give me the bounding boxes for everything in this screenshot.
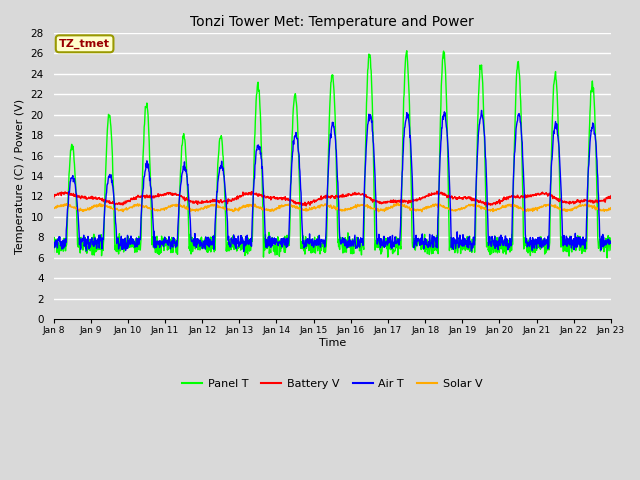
Battery V <box>160 192 168 198</box>
Line: Solar V: Solar V <box>54 203 611 212</box>
Panel T <box>492 248 500 254</box>
Panel T <box>173 252 181 257</box>
Solar V <box>236 205 244 211</box>
Solar V <box>394 200 402 206</box>
Solar V <box>160 206 168 212</box>
Solar V <box>607 205 615 211</box>
X-axis label: Time: Time <box>319 338 346 348</box>
Panel T <box>160 248 168 253</box>
Panel T <box>541 247 549 252</box>
Line: Panel T: Panel T <box>54 51 611 258</box>
Battery V <box>419 194 426 200</box>
Panel T <box>419 246 427 252</box>
Battery V <box>236 194 244 200</box>
Panel T <box>403 48 411 54</box>
Panel T <box>607 247 615 253</box>
Air T <box>173 235 181 240</box>
Solar V <box>50 205 58 211</box>
Battery V <box>173 192 181 197</box>
Battery V <box>433 188 441 194</box>
Solar V <box>541 202 549 208</box>
Panel T <box>236 242 244 248</box>
Line: Battery V: Battery V <box>54 191 611 207</box>
Battery V <box>50 196 58 202</box>
Battery V <box>541 191 549 197</box>
Y-axis label: Temperature (C) / Power (V): Temperature (C) / Power (V) <box>15 98 25 253</box>
Solar V <box>420 205 428 211</box>
Air T <box>541 238 549 243</box>
Solar V <box>173 202 181 208</box>
Air T <box>160 237 168 242</box>
Text: TZ_tmet: TZ_tmet <box>59 39 110 49</box>
Air T <box>50 242 58 248</box>
Title: Tonzi Tower Met: Temperature and Power: Tonzi Tower Met: Temperature and Power <box>190 15 474 29</box>
Air T <box>607 240 615 246</box>
Legend: Panel T, Battery V, Air T, Solar V: Panel T, Battery V, Air T, Solar V <box>177 375 487 394</box>
Battery V <box>607 193 615 199</box>
Air T <box>240 249 248 254</box>
Air T <box>492 238 500 244</box>
Battery V <box>492 199 500 205</box>
Solar V <box>492 208 500 214</box>
Solar V <box>374 209 382 215</box>
Air T <box>236 240 244 245</box>
Air T <box>477 108 485 113</box>
Line: Air T: Air T <box>54 110 611 252</box>
Battery V <box>483 204 491 210</box>
Panel T <box>50 249 58 255</box>
Panel T <box>604 255 611 261</box>
Air T <box>419 241 427 247</box>
